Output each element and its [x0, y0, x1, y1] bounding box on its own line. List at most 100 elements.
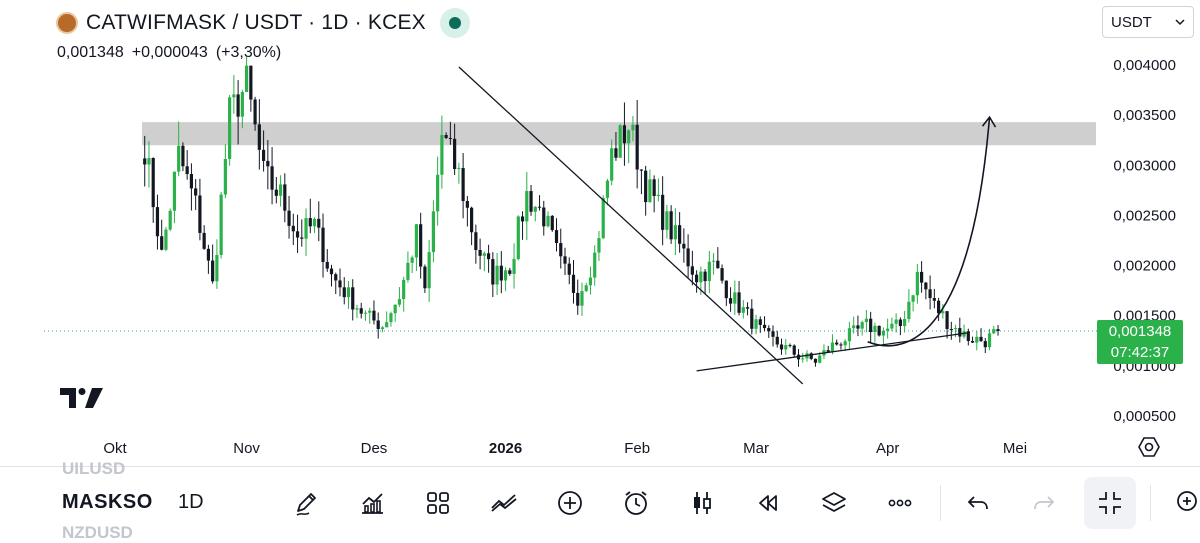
candle-body [215, 254, 219, 282]
fullscreen-exit-icon [1099, 492, 1121, 514]
candle-body [414, 224, 419, 258]
interval-switcher[interactable]: 1D [178, 491, 204, 513]
market-status-icon[interactable] [439, 8, 470, 38]
currency-select-value: USDT [1111, 13, 1152, 31]
zoom-icon [1177, 491, 1197, 511]
candle-body [334, 274, 338, 281]
candle-body [482, 253, 486, 256]
candle-body [185, 166, 189, 175]
candle-body [278, 184, 283, 196]
candle-body [741, 307, 745, 313]
candle-body [546, 215, 550, 227]
candle-body [520, 216, 525, 222]
candle-body [669, 211, 673, 240]
candle-body [376, 320, 380, 329]
compare-button[interactable] [486, 485, 522, 521]
alert-button[interactable] [618, 485, 654, 521]
candle-body [397, 299, 402, 305]
drawings-group [458, 66, 997, 385]
candle-body [533, 206, 537, 212]
more-button[interactable] [882, 485, 918, 521]
replay-button[interactable] [750, 485, 786, 521]
candle-body [542, 207, 546, 227]
fullscreen-exit-button[interactable] [1084, 477, 1136, 529]
replay-icon [759, 495, 777, 511]
price-chart[interactable]: 0,0005000,0010000,0015000,0020000,002500… [0, 0, 1200, 466]
candle-body [983, 341, 987, 348]
add-button[interactable] [552, 485, 588, 521]
last-price-tag: 0,001348 07:42:37 [1097, 320, 1183, 364]
symbol-title[interactable]: CATWIFMASK / USDT · 1D · KCEX [86, 11, 426, 34]
candle-body [465, 201, 469, 208]
candle-body [894, 319, 898, 324]
candle-style-icon [694, 492, 711, 514]
candle-body [368, 310, 372, 313]
candle-body [329, 268, 334, 275]
projection-arrowhead [981, 115, 997, 128]
candle-body [338, 280, 342, 288]
candle-body [678, 225, 682, 244]
indicators-button[interactable] [354, 485, 390, 521]
candle-body [554, 230, 559, 244]
candle-body [767, 328, 771, 332]
candle-body [975, 336, 979, 343]
draw-tool-button[interactable] [288, 485, 324, 521]
symbol-switcher[interactable]: MASKSO [62, 491, 153, 513]
candle-body [661, 194, 665, 230]
y-tick-label: 0,000500 [1113, 408, 1176, 425]
zoom-button[interactable] [1168, 485, 1200, 521]
candle-body [673, 225, 677, 240]
candle-body [881, 330, 885, 336]
candle-body [898, 319, 902, 327]
candle-body [410, 257, 414, 263]
candle-body [300, 237, 304, 239]
last-price: 0,001348 [57, 44, 124, 61]
candle-body [695, 274, 699, 283]
layers-button[interactable] [816, 485, 852, 521]
redo-icon [1034, 496, 1055, 510]
currency-select[interactable]: USDT [1102, 6, 1194, 38]
y-tick-label: 0,002000 [1113, 258, 1176, 275]
chevron-down-icon [1175, 19, 1185, 26]
candle-body [283, 184, 287, 211]
candle-body [427, 252, 431, 289]
candle-body [567, 263, 571, 275]
next-symbol-ghost[interactable]: NZDUSD [62, 523, 133, 542]
draw-tool-icon [296, 493, 316, 516]
candle-body [380, 327, 385, 329]
candle-body [762, 324, 767, 329]
chart-settings-icon[interactable] [1138, 436, 1160, 458]
candles-group [143, 55, 1000, 367]
price-change: +0,000043 [131, 44, 208, 61]
prev-symbol-ghost[interactable]: UILUSD [62, 459, 126, 478]
candle-body [830, 342, 835, 352]
candle-body [656, 194, 660, 197]
candle-body [474, 232, 478, 250]
candle-body [958, 328, 962, 337]
tradingview-logo-icon [60, 388, 103, 408]
candle-body [245, 65, 249, 92]
undo-button[interactable] [960, 485, 996, 521]
candle-body [928, 289, 932, 299]
candle-body [419, 224, 423, 267]
candle-body [720, 268, 724, 281]
candle-body [949, 328, 953, 330]
trendline-ascending[interactable] [696, 332, 969, 372]
candle-body [809, 353, 813, 359]
candle-body [321, 227, 325, 262]
candle-style-button[interactable] [684, 485, 720, 521]
candle-body [788, 345, 792, 347]
redo-button[interactable] [1026, 485, 1062, 521]
templates-button[interactable] [420, 485, 456, 521]
x-tick-label: Apr [876, 440, 899, 457]
projection-curve[interactable] [867, 117, 991, 347]
candle-body [779, 344, 784, 350]
candle-body [211, 260, 215, 282]
candle-body [737, 292, 741, 313]
trendline-descending[interactable] [458, 66, 804, 385]
candle-body [317, 218, 321, 228]
candle-body [529, 191, 533, 212]
candle-body [979, 336, 983, 342]
add-icon [558, 491, 582, 515]
candle-body [559, 243, 563, 257]
